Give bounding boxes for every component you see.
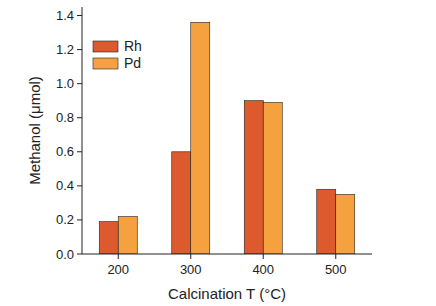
y-axis-title: Methanol (μmol) [26, 76, 43, 185]
y-tick [77, 254, 82, 255]
y-tick [77, 219, 82, 220]
x-tick [190, 254, 191, 259]
legend-label: Rh [124, 38, 142, 54]
bar [317, 189, 336, 254]
legend-swatch [93, 41, 118, 52]
bar [118, 217, 137, 254]
y-tick [77, 151, 82, 152]
x-tick [118, 254, 119, 259]
bar [99, 222, 118, 254]
y-tick [77, 117, 82, 118]
x-tick-label: 500 [325, 262, 347, 277]
x-tick [335, 254, 336, 259]
chart-container: 0.0 0.2 0.4 0.6 0.8 1.0 1.2 1.4 200 300 400 500 Calc… [0, 0, 436, 306]
y-tick-label: 0.0 [56, 247, 74, 262]
bar [336, 194, 355, 254]
x-axis-title: Calcination T (°C) [168, 285, 286, 302]
x-tick [263, 254, 264, 259]
y-tick [77, 83, 82, 84]
y-tick-label: 0.8 [56, 110, 74, 125]
y-tick [77, 185, 82, 186]
y-tick-label: 0.2 [56, 212, 74, 227]
bar [172, 152, 191, 254]
y-tick [77, 15, 82, 16]
y-tick-label: 0.4 [56, 178, 74, 193]
y-tick-label: 0.6 [56, 144, 74, 159]
bar [191, 22, 210, 254]
x-axis-line [82, 254, 372, 255]
x-tick-label: 400 [252, 262, 274, 277]
bar [244, 101, 263, 254]
legend-label: Pd [124, 55, 141, 71]
chart-svg: 0.0 0.2 0.4 0.6 0.8 1.0 1.2 1.4 200 300 400 500 Calc… [0, 0, 436, 306]
y-axis-line [82, 7, 83, 254]
y-tick-label: 1.0 [56, 76, 74, 91]
y-tick-label: 1.4 [56, 8, 74, 23]
bar [263, 102, 282, 254]
bars [99, 22, 355, 254]
x-tick-label: 200 [107, 262, 129, 277]
y-tick-label: 1.2 [56, 42, 74, 57]
x-tick-label: 300 [180, 262, 202, 277]
legend-swatch [93, 58, 118, 69]
y-tick [77, 49, 82, 50]
